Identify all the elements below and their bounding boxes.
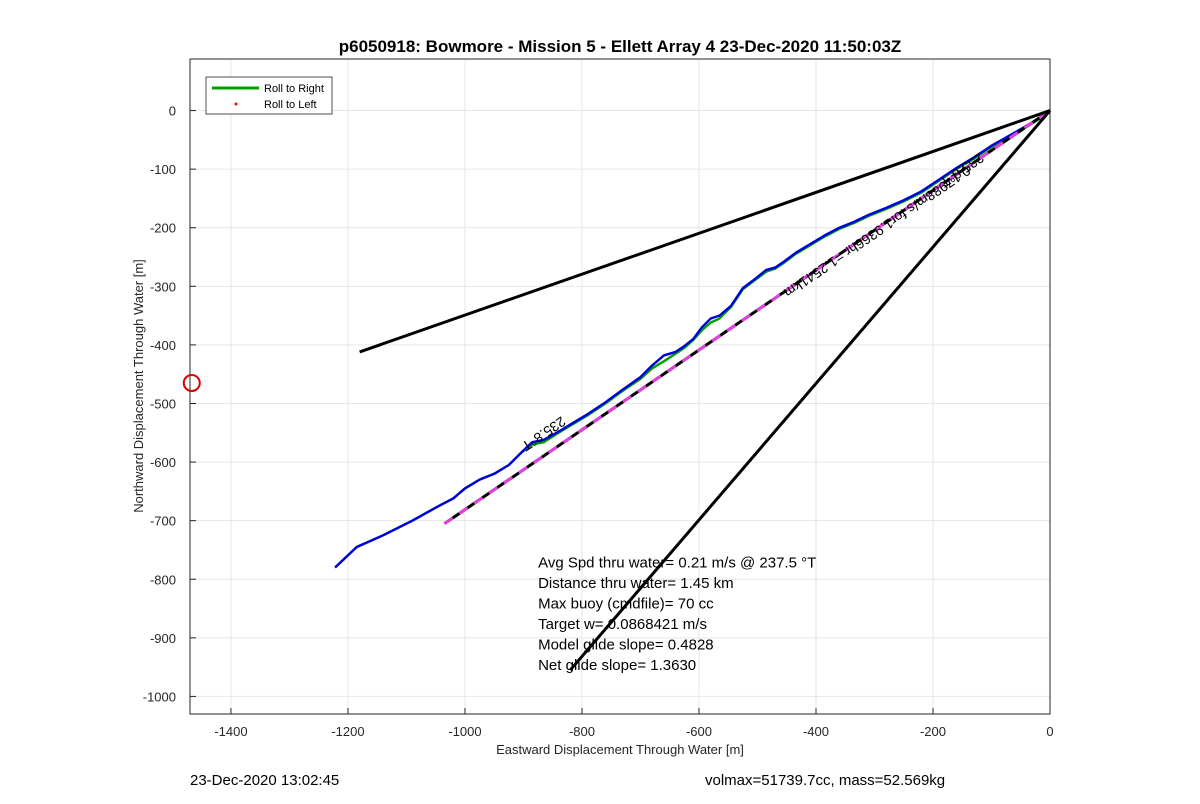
legend: Roll to Right Roll to Left	[205, 76, 333, 115]
footer-timestamp: 23-Dec-2020 13:02:45	[190, 772, 340, 789]
x-tick-label: -600	[686, 724, 712, 739]
x-tick-label: -400	[803, 724, 829, 739]
series-track	[334, 109, 1051, 569]
stats-text: Avg Spd thru water= 0.21 m/s @ 237.5 °T	[538, 555, 816, 572]
stats-text: Target w= 0.0868421 m/s	[538, 616, 707, 633]
x-tick-label: -200	[920, 724, 946, 739]
x-tick-label: -1000	[448, 724, 481, 739]
y-axis-label: Northward Displacement Through Water [m]	[131, 259, 146, 513]
plot-lines	[182, 109, 1052, 672]
y-tick-label: -500	[150, 396, 176, 411]
y-tick-label: -900	[150, 631, 176, 646]
stats-text: Distance thru water= 1.45 km	[538, 575, 734, 592]
ticks: -1400 -1200 -1000 -800 -600 -400 -200 0 0 -100 -20…	[143, 104, 1054, 739]
axes-box	[189, 58, 1051, 715]
legend-label-roll-right: Roll to Right	[264, 83, 324, 95]
y-tick-label: 0	[169, 104, 176, 119]
position-marker	[182, 373, 201, 392]
chart-title: p6050918: Bowmore - Mission 5 - Ellett A…	[339, 37, 902, 56]
legend-swatch-roll-left	[234, 102, 238, 106]
series-average-heading-dash	[443, 109, 1051, 525]
x-tick-label: -1200	[331, 724, 364, 739]
x-tick-label: -800	[569, 724, 595, 739]
y-tick-label: -300	[150, 279, 176, 294]
y-tick-label: -200	[150, 221, 176, 236]
stats-text: Net glide slope= 1.3630	[538, 657, 696, 674]
x-tick-label: -1400	[214, 724, 247, 739]
line-annotation: 235.8°T	[519, 414, 569, 455]
y-tick-label: -800	[150, 572, 176, 587]
stats-text: Max buoy (cmdfile)= 70 cc	[538, 596, 714, 613]
x-tick-label: 0	[1046, 724, 1053, 739]
series-bound-upper	[359, 109, 1051, 354]
series-bound-lower	[569, 109, 1052, 672]
legend-box	[205, 76, 333, 115]
y-tick-label: -400	[150, 338, 176, 353]
legend-label-roll-left: Roll to Left	[264, 99, 317, 111]
stats-text: Model glide slope= 0.4828	[538, 637, 714, 654]
y-tick-label: -600	[150, 455, 176, 470]
y-tick-label: -700	[150, 514, 176, 529]
y-tick-label: -100	[150, 162, 176, 177]
footer-summary: volmax=51739.7cc, mass=52.569kg	[705, 772, 946, 789]
x-axis-label: Eastward Displacement Through Water [m]	[496, 742, 744, 757]
y-tick-label: -1000	[143, 689, 176, 704]
